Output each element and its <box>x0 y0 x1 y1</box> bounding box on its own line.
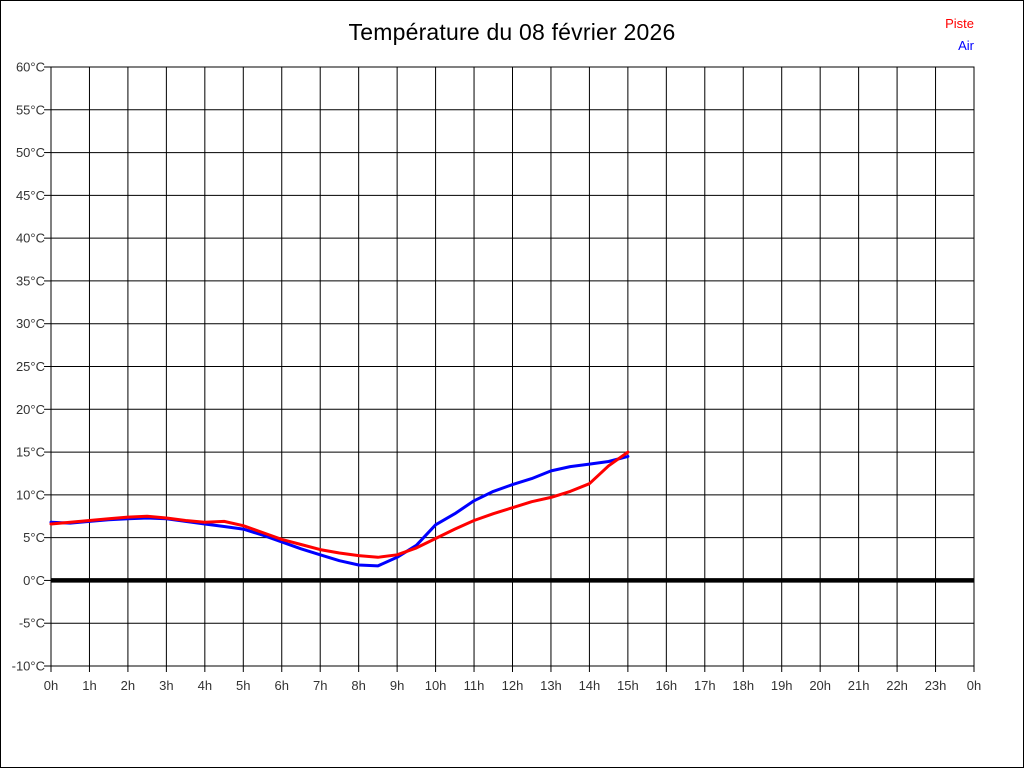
x-tick-label: 8h <box>351 678 365 693</box>
y-tick-label: 50°C <box>16 145 45 160</box>
y-tick-label: -5°C <box>19 616 45 631</box>
y-tick-label: 45°C <box>16 188 45 203</box>
x-tick-label: 21h <box>848 678 870 693</box>
x-tick-label: 11h <box>464 678 485 693</box>
y-tick-label: 55°C <box>16 102 45 117</box>
x-tick-label: 14h <box>579 678 601 693</box>
legend-item-piste: Piste <box>945 16 974 31</box>
x-tick-label: 7h <box>313 678 327 693</box>
x-tick-label: 18h <box>732 678 754 693</box>
plot-frame <box>50 66 975 667</box>
x-tick-label: 4h <box>198 678 212 693</box>
chart-title: Température du 08 février 2026 <box>348 19 676 45</box>
y-tick-label: 10°C <box>16 487 45 502</box>
x-tick-label: 10h <box>425 678 447 693</box>
y-tick-label: 40°C <box>16 231 45 246</box>
y-tick-label: 15°C <box>16 445 45 460</box>
x-tick-label: 15h <box>617 678 639 693</box>
x-tick-label: 2h <box>121 678 135 693</box>
chart-legend: Piste Air <box>945 13 974 57</box>
x-tick-label: 6h <box>275 678 289 693</box>
y-tick-label: 20°C <box>16 402 45 417</box>
x-tick-label: 13h <box>540 678 562 693</box>
x-tick-label: 9h <box>390 678 404 693</box>
x-tick-label: 1h <box>82 678 96 693</box>
x-tick-label: 5h <box>236 678 250 693</box>
x-tick-label: 16h <box>655 678 677 693</box>
x-tick-label: 3h <box>159 678 173 693</box>
y-tick-label: 5°C <box>23 530 45 545</box>
x-tick-label: 17h <box>694 678 716 693</box>
x-tick-label: 12h <box>502 678 524 693</box>
y-tick-label: -10°C <box>12 659 45 674</box>
x-tick-label: 20h <box>809 678 831 693</box>
x-tick-label: 0h <box>967 678 981 693</box>
y-tick-label: 30°C <box>16 316 45 331</box>
legend-item-air: Air <box>958 38 974 53</box>
x-tick-label: 0h <box>44 678 58 693</box>
curve-piste <box>49 450 630 559</box>
y-tick-label: 60°C <box>16 60 45 75</box>
x-tick-label: 19h <box>771 678 793 693</box>
y-tick-label: 25°C <box>16 359 45 374</box>
y-tick-label: 35°C <box>16 273 45 288</box>
x-tick-label: 22h <box>886 678 908 693</box>
x-tick-label: 23h <box>925 678 947 693</box>
curve-air <box>49 454 630 568</box>
y-tick-label: 0°C <box>23 573 45 588</box>
